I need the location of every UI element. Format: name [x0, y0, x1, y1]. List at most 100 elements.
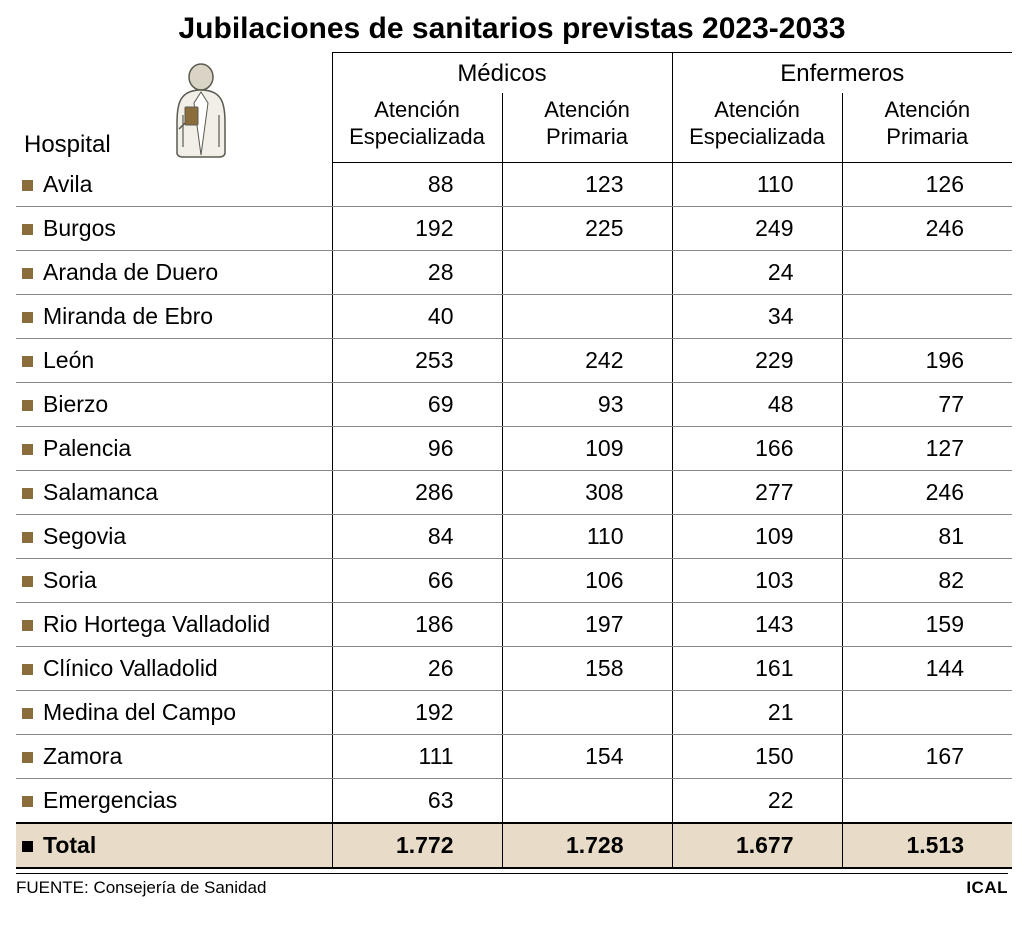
cell-value: 123: [502, 163, 672, 207]
cell-value: 22: [672, 779, 842, 824]
cell-value: 196: [842, 339, 1012, 383]
cell-value: 242: [502, 339, 672, 383]
cell-value-total: 1.677: [672, 823, 842, 868]
table-row: Soria6610610382: [16, 559, 1012, 603]
cell-value: 77: [842, 383, 1012, 427]
table-row: Medina del Campo192 21: [16, 691, 1012, 735]
row-label: Medina del Campo: [16, 691, 332, 735]
cell-value: 40: [332, 295, 502, 339]
table-row: Palencia96109166127: [16, 427, 1012, 471]
cell-value: [502, 251, 672, 295]
table-row: Salamanca286308277246: [16, 471, 1012, 515]
cell-value: 96: [332, 427, 502, 471]
cell-value: 253: [332, 339, 502, 383]
row-label: Zamora: [16, 735, 332, 779]
row-label: Segovia: [16, 515, 332, 559]
cell-value: 144: [842, 647, 1012, 691]
page-title: Jubilaciones de sanitarios previstas 202…: [16, 12, 1008, 46]
doctor-icon: [161, 59, 241, 159]
table-row: Rio Hortega Valladolid186197143159: [16, 603, 1012, 647]
row-label: Avila: [16, 163, 332, 207]
row-label: Palencia: [16, 427, 332, 471]
cell-value: 143: [672, 603, 842, 647]
table-row-total: Total1.7721.7281.6771.513: [16, 823, 1012, 868]
bullet-icon: [22, 180, 33, 191]
col-sub-enfermeros-pri: Atención Primaria: [842, 93, 1012, 162]
cell-value: 48: [672, 383, 842, 427]
row-label-total: Total: [16, 823, 332, 868]
cell-value: 158: [502, 647, 672, 691]
col-sub-medicos-esp: Atención Especializada: [332, 93, 502, 162]
cell-value: 126: [842, 163, 1012, 207]
table-row: León253242229196: [16, 339, 1012, 383]
bullet-icon: [22, 444, 33, 455]
cell-value: [842, 251, 1012, 295]
table-row: Segovia8411010981: [16, 515, 1012, 559]
table-row: Bierzo69934877: [16, 383, 1012, 427]
cell-value: 127: [842, 427, 1012, 471]
cell-value-total: 1.513: [842, 823, 1012, 868]
cell-value: 26: [332, 647, 502, 691]
row-label: Clínico Valladolid: [16, 647, 332, 691]
bullet-icon: [22, 224, 33, 235]
brand-label: ICAL: [966, 878, 1008, 898]
cell-value: 21: [672, 691, 842, 735]
table-row: Burgos192225249246: [16, 207, 1012, 251]
row-label: Bierzo: [16, 383, 332, 427]
bullet-icon: [22, 796, 33, 807]
cell-value: 110: [672, 163, 842, 207]
bullet-icon: [22, 708, 33, 719]
col-group-enfermeros: Enfermeros: [672, 53, 1012, 94]
bullet-icon: [22, 664, 33, 675]
cell-value: 225: [502, 207, 672, 251]
bullet-icon: [22, 400, 33, 411]
bullet-icon: [22, 356, 33, 367]
bullet-icon: [22, 841, 33, 852]
cell-value: 82: [842, 559, 1012, 603]
cell-value: 154: [502, 735, 672, 779]
cell-value: 249: [672, 207, 842, 251]
cell-value: 103: [672, 559, 842, 603]
cell-value: 81: [842, 515, 1012, 559]
row-label: Miranda de Ebro: [16, 295, 332, 339]
col-group-medicos: Médicos: [332, 53, 672, 94]
cell-value: 84: [332, 515, 502, 559]
table-row: Avila88123110126: [16, 163, 1012, 207]
col-sub-medicos-pri: Atención Primaria: [502, 93, 672, 162]
cell-value: 197: [502, 603, 672, 647]
cell-value: 24: [672, 251, 842, 295]
cell-value: 28: [332, 251, 502, 295]
cell-value: 186: [332, 603, 502, 647]
cell-value: 286: [332, 471, 502, 515]
cell-value-total: 1.728: [502, 823, 672, 868]
cell-value: 166: [672, 427, 842, 471]
col-sub-enfermeros-esp: Atención Especializada: [672, 93, 842, 162]
col-header-hospital: Hospital: [16, 53, 332, 163]
cell-value: 110: [502, 515, 672, 559]
cell-value: 93: [502, 383, 672, 427]
cell-value: [842, 779, 1012, 824]
cell-value: 161: [672, 647, 842, 691]
cell-value: 111: [332, 735, 502, 779]
row-label: León: [16, 339, 332, 383]
cell-value-total: 1.772: [332, 823, 502, 868]
cell-value: 150: [672, 735, 842, 779]
row-label: Burgos: [16, 207, 332, 251]
cell-value: 34: [672, 295, 842, 339]
retirements-table: Hospital Médicos Enfermeros Atención Esp…: [16, 52, 1012, 869]
cell-value: [502, 691, 672, 735]
cell-value: 229: [672, 339, 842, 383]
cell-value: 66: [332, 559, 502, 603]
cell-value: 109: [502, 427, 672, 471]
cell-value: 192: [332, 691, 502, 735]
hospital-header-label: Hospital: [24, 131, 111, 159]
cell-value: 167: [842, 735, 1012, 779]
bullet-icon: [22, 576, 33, 587]
cell-value: 109: [672, 515, 842, 559]
table-row: Clínico Valladolid26158161144: [16, 647, 1012, 691]
source-label: FUENTE: Consejería de Sanidad: [16, 878, 266, 898]
bullet-icon: [22, 752, 33, 763]
cell-value: [842, 691, 1012, 735]
cell-value: 63: [332, 779, 502, 824]
cell-value: 192: [332, 207, 502, 251]
